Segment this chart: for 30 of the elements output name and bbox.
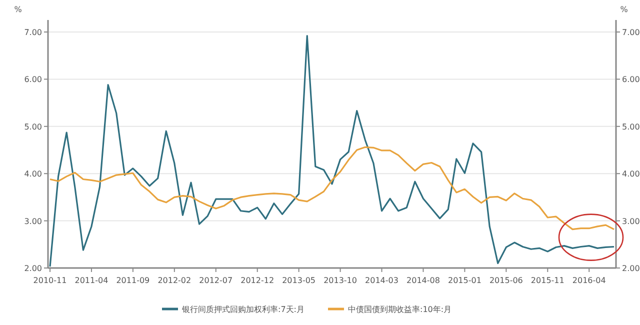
y2-tick-label: 2.00 [622,264,640,273]
y2-tick-label: 6.00 [622,75,640,84]
x-tick-label: 2015-01 [448,276,482,285]
x-tick-label: 2012-12 [240,276,274,285]
y2-tick-label: 5.00 [622,122,640,132]
y2-axis-title: % [620,5,628,14]
legend-label: 银行间质押式回购加权利率:7天:月 [181,305,304,314]
x-tick-label: 2012-07 [199,276,233,285]
x-tick-label: 2016-04 [572,276,606,285]
x-tick-label: 2011-09 [116,276,150,285]
y-tick-label: 4.00 [24,170,42,179]
x-tick-label: 2014-08 [406,276,440,285]
y-tick-label: 7.00 [24,28,42,37]
x-tick-label: 2012-02 [158,276,192,285]
y-tick-label: 5.00 [24,122,42,132]
y2-tick-label: 3.00 [622,216,640,226]
x-tick-label: 2013-05 [282,276,316,285]
x-tick-label: 2014-03 [365,276,398,285]
legend-label: 中债国债到期收益率:10年:月 [348,305,452,314]
y-tick-label: 3.00 [24,216,42,226]
y-axis-title: % [14,5,22,14]
y-tick-label: 2.00 [24,264,42,273]
x-tick-label: 2011-04 [74,276,108,285]
x-tick-label: 2013-10 [324,276,358,285]
x-tick-label: 2015-06 [489,276,523,285]
y2-tick-label: 7.00 [622,28,640,37]
y2-tick-label: 4.00 [622,170,640,179]
x-tick-label: 2015-11 [530,276,564,285]
y-tick-label: 6.00 [24,75,42,84]
x-tick-label: 2010-11 [33,276,67,285]
